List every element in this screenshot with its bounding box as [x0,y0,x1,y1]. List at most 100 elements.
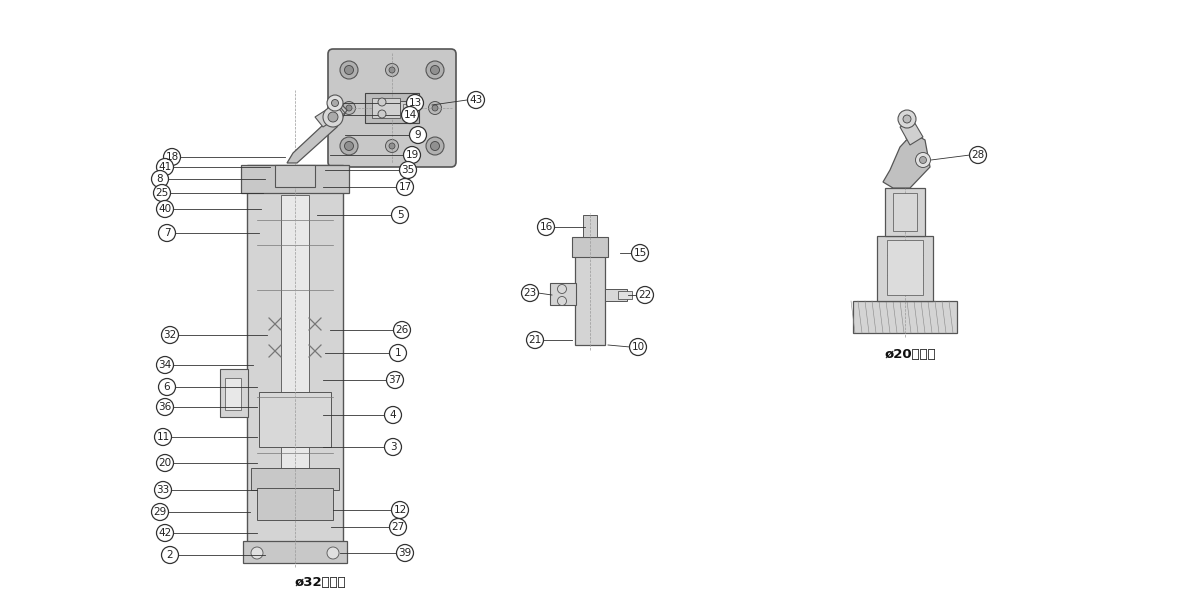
Circle shape [163,148,181,166]
Text: 19: 19 [405,150,418,160]
Text: 36: 36 [158,402,171,412]
Circle shape [389,143,395,149]
Circle shape [401,107,418,124]
Bar [282,195,309,475]
Circle shape [155,481,171,499]
Circle shape [386,64,399,76]
Bar [252,468,339,490]
Text: ø20の場合: ø20の場合 [884,349,936,361]
Text: ø32の場合: ø32の場合 [295,577,346,589]
Circle shape [467,91,484,109]
Circle shape [252,547,264,559]
Bar [365,93,419,123]
Circle shape [157,356,174,373]
Polygon shape [288,103,347,163]
Circle shape [557,296,567,305]
Text: 18: 18 [165,152,179,162]
Bar [885,188,925,236]
Text: 7: 7 [164,228,170,238]
Bar [403,104,413,112]
Circle shape [397,179,413,196]
Circle shape [920,157,926,163]
Polygon shape [900,120,922,145]
Text: 2: 2 [167,550,174,560]
Text: 23: 23 [524,288,537,298]
Circle shape [385,439,401,455]
Bar [225,378,241,410]
Text: 40: 40 [158,204,171,214]
Text: 37: 37 [388,375,401,385]
Circle shape [392,206,409,223]
Text: 41: 41 [158,162,171,172]
Text: 1: 1 [394,348,401,358]
Bar [276,165,315,187]
Circle shape [915,152,931,167]
Circle shape [404,146,420,163]
Text: 13: 13 [409,98,422,108]
Text: 22: 22 [639,290,652,300]
Text: 17: 17 [399,182,412,192]
Text: 39: 39 [399,548,412,558]
Circle shape [389,518,406,535]
Text: 14: 14 [404,110,417,120]
Bar [259,392,331,447]
Circle shape [393,322,411,338]
Circle shape [385,407,401,424]
Circle shape [631,245,648,262]
Circle shape [389,344,406,361]
Circle shape [526,331,544,349]
Circle shape [399,161,417,179]
Circle shape [379,98,386,106]
Text: 20: 20 [158,458,171,468]
Bar [893,193,916,231]
Circle shape [898,110,916,128]
Bar [247,165,343,545]
Circle shape [340,137,358,155]
Circle shape [430,142,440,151]
FancyBboxPatch shape [328,49,456,167]
Circle shape [521,284,538,301]
Bar [877,236,933,301]
Circle shape [386,139,399,152]
Text: 15: 15 [634,248,647,258]
Circle shape [410,127,426,143]
Circle shape [157,455,174,472]
Circle shape [323,107,343,127]
Bar [373,98,400,118]
Bar [571,237,609,257]
Circle shape [345,65,353,74]
Circle shape [629,338,647,355]
Bar [618,291,633,299]
Circle shape [903,115,910,123]
Text: 3: 3 [389,442,397,452]
Text: 28: 28 [972,150,985,160]
Bar [575,245,605,345]
Bar [241,165,349,193]
Text: 6: 6 [164,382,170,392]
Circle shape [636,286,653,304]
Text: 10: 10 [631,342,645,352]
Bar [853,301,957,333]
Circle shape [345,142,353,151]
Circle shape [157,524,174,541]
Circle shape [387,371,404,389]
Bar [400,101,416,115]
Circle shape [426,137,444,155]
Circle shape [157,398,174,415]
Text: 12: 12 [393,505,406,515]
Text: 16: 16 [539,222,552,232]
Text: 27: 27 [392,522,405,532]
Bar [583,215,597,237]
Text: 29: 29 [153,507,167,517]
Text: 25: 25 [156,188,169,198]
Circle shape [430,65,440,74]
Circle shape [151,170,169,187]
Circle shape [327,547,339,559]
Polygon shape [883,133,930,188]
Circle shape [340,61,358,79]
Text: 35: 35 [401,165,415,175]
Circle shape [328,112,338,122]
Text: 42: 42 [158,528,171,538]
Circle shape [157,200,174,217]
Circle shape [432,105,438,111]
